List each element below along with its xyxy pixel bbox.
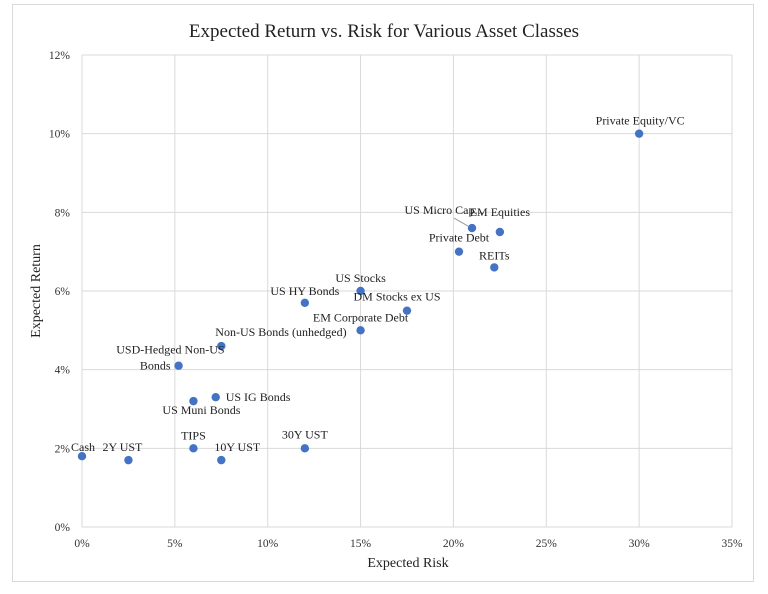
point-label: REITs <box>479 248 510 262</box>
data-point <box>300 298 310 307</box>
data-point <box>495 227 505 237</box>
y-tick-label: 10% <box>49 129 71 141</box>
point-label: US Muni Bonds <box>162 403 240 417</box>
data-point <box>174 361 183 370</box>
point-label: 30Y UST <box>282 427 329 441</box>
data-point <box>217 455 226 465</box>
point-layer <box>77 129 644 465</box>
point-label: US HY Bonds <box>270 284 339 298</box>
x-tick-label: 30% <box>629 538 651 550</box>
y-tick-label: 2% <box>55 443 71 455</box>
x-tick-label: 0% <box>74 538 90 550</box>
data-point <box>402 306 412 315</box>
leader-line <box>453 217 469 227</box>
data-point <box>467 223 477 233</box>
data-point <box>356 326 365 335</box>
data-point <box>189 396 198 406</box>
y-tick-label: 12% <box>49 50 71 62</box>
point-label: Bonds <box>140 359 171 373</box>
label-layer: Cash 2Y UST TIPS 10Y UST 30Y UST US Muni Bond… <box>71 114 685 455</box>
point-label: EM Equities <box>470 205 531 219</box>
chart-title: Expected Return vs. Risk for Various Ass… <box>189 21 579 42</box>
y-axis-title: Expected Return <box>29 244 44 338</box>
point-label: USD-Hedged Non-US <box>116 343 224 357</box>
y-tick-label: 6% <box>55 286 71 298</box>
data-point <box>211 393 220 402</box>
point-label: TIPS <box>181 428 206 442</box>
data-point <box>454 247 464 256</box>
chart-frame <box>12 4 754 582</box>
point-label: 10Y UST <box>214 440 261 454</box>
data-point <box>300 444 310 453</box>
point-label: Cash <box>71 440 95 454</box>
data-point <box>77 452 87 461</box>
x-tick-label: 10% <box>257 538 279 550</box>
tick-layer: 0% 5% 10% 15% 20% 25% 30% 35% 0% 2% 4% 6% 8% 10% 12% <box>49 50 743 550</box>
data-point <box>490 263 499 272</box>
point-label: US Micro Cap... <box>405 203 484 217</box>
y-tick-label: 4% <box>55 365 71 377</box>
point-label: Private Equity/VC <box>596 114 685 128</box>
x-tick-label: 25% <box>536 538 558 550</box>
y-tick-label: 8% <box>55 207 71 219</box>
point-label: 2Y UST <box>102 440 143 454</box>
x-tick-label: 15% <box>350 538 372 550</box>
data-point <box>124 455 133 465</box>
point-label: US IG Bonds <box>226 390 291 404</box>
data-point <box>217 341 226 351</box>
data-point <box>189 444 198 453</box>
point-label: Private Debt <box>429 231 490 245</box>
x-tick-label: 35% <box>721 538 743 550</box>
point-label: EM Corporate Debt <box>313 310 409 324</box>
leader-layer <box>453 217 469 227</box>
data-point <box>356 286 365 296</box>
y-tick-label: 0% <box>55 522 71 534</box>
point-label: US Stocks <box>335 271 386 285</box>
x-axis-title: Expected Risk <box>367 556 448 571</box>
point-label: DM Stocks ex US <box>353 290 440 304</box>
x-tick-label: 5% <box>167 538 183 550</box>
point-label: Non-US Bonds (unhedged) <box>215 325 346 339</box>
data-point <box>634 129 644 138</box>
x-tick-label: 20% <box>443 538 465 550</box>
